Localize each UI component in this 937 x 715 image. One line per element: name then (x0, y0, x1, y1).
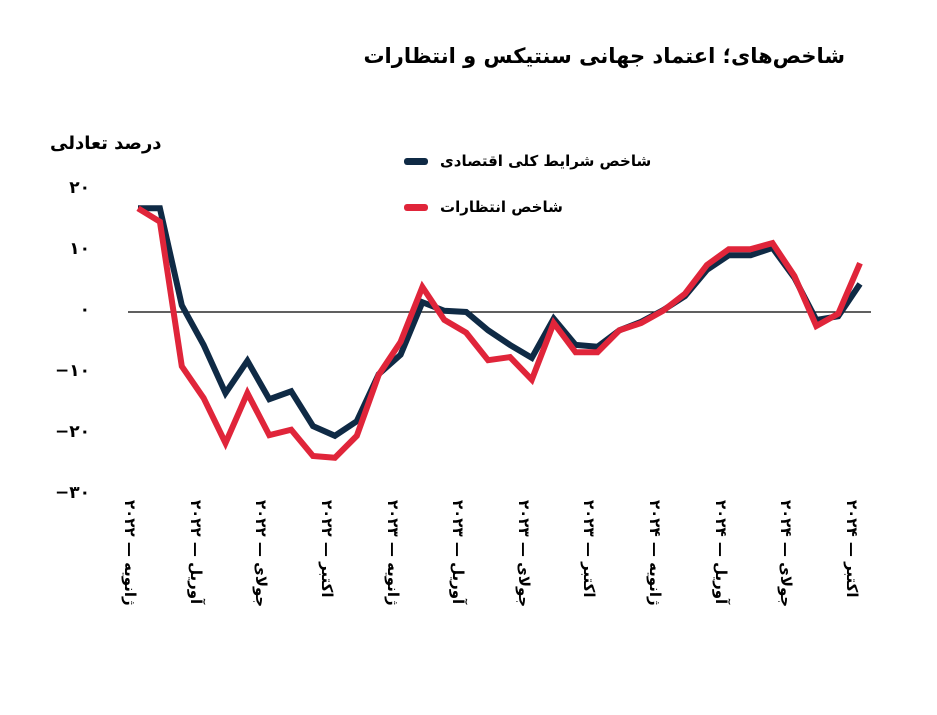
series-line-expectations (136, 205, 863, 461)
y-tick-label: ۱۰ (69, 239, 90, 259)
x-tick: اکتبر — ۲۰۲۳ (579, 500, 599, 645)
x-tick: آوریل — ۲۰۲۴ (711, 500, 731, 645)
x-tick-label: ژانویه — ۲۰۲۴ (646, 500, 665, 606)
legend-swatch-navy-icon (404, 157, 428, 165)
x-tick-label: آوریل — ۲۰۲۳ (449, 500, 468, 605)
x-tick: ژانویه — ۲۰۲۲ (120, 500, 140, 645)
x-tick: ژانویه — ۲۰۲۴ (645, 500, 665, 645)
x-tick: اکتبر — ۲۰۲۲ (317, 500, 337, 645)
x-tick-label: آوریل — ۲۰۲۲ (186, 500, 205, 605)
legend-label: شاخص انتظارات (440, 198, 563, 216)
legend-item-economic-conditions: شاخص شرایط کلی اقتصادی (404, 145, 651, 177)
x-tick: آوریل — ۲۰۲۲ (186, 500, 206, 645)
y-tick-label: −۳۰ (55, 483, 90, 503)
x-tick-label: جولای — ۲۰۲۴ (777, 500, 796, 608)
series-line-economic-conditions (138, 205, 863, 440)
y-tick-label: ۲۰ (69, 178, 90, 198)
x-tick: جولای — ۲۰۲۴ (776, 500, 796, 645)
x-tick-label: اکتبر — ۲۰۲۴ (843, 500, 862, 598)
chart-title: شاخص‌های؛ اعتماد جهانی سنتیکس و انتظارات (363, 44, 845, 68)
y-axis-title: درصد تعادلی (50, 133, 162, 154)
y-tick-label: −۱۰ (55, 361, 90, 381)
x-tick-label: جولای — ۲۰۲۳ (514, 500, 533, 608)
x-tick: جولای — ۲۰۲۲ (251, 500, 271, 645)
legend-label: شاخص شرایط کلی اقتصادی (440, 152, 652, 170)
x-tick: جولای — ۲۰۲۳ (514, 500, 534, 645)
legend-swatch-red-icon (404, 203, 428, 211)
x-tick-label: آوریل — ۲۰۲۴ (711, 500, 730, 605)
x-tick-label: اکتبر — ۲۰۲۳ (580, 500, 599, 598)
x-tick: ژانویه — ۲۰۲۳ (383, 500, 403, 645)
x-tick-label: اکتبر — ۲۰۲۲ (317, 500, 336, 598)
legend-item-expectations: شاخص انتظارات (404, 191, 651, 223)
y-tick-label: ۰ (79, 300, 90, 320)
legend: شاخص شرایط کلی اقتصادی شاخص انتظارات (404, 145, 651, 237)
y-tick-label: −۲۰ (55, 422, 90, 442)
x-tick: اکتبر — ۲۰۲۴ (842, 500, 862, 645)
x-tick: آوریل — ۲۰۲۳ (448, 500, 468, 645)
x-tick-label: جولای — ۲۰۲۲ (252, 500, 271, 608)
x-tick-label: ژانویه — ۲۰۲۳ (383, 500, 402, 606)
x-tick-label: ژانویه — ۲۰۲۲ (121, 500, 139, 606)
